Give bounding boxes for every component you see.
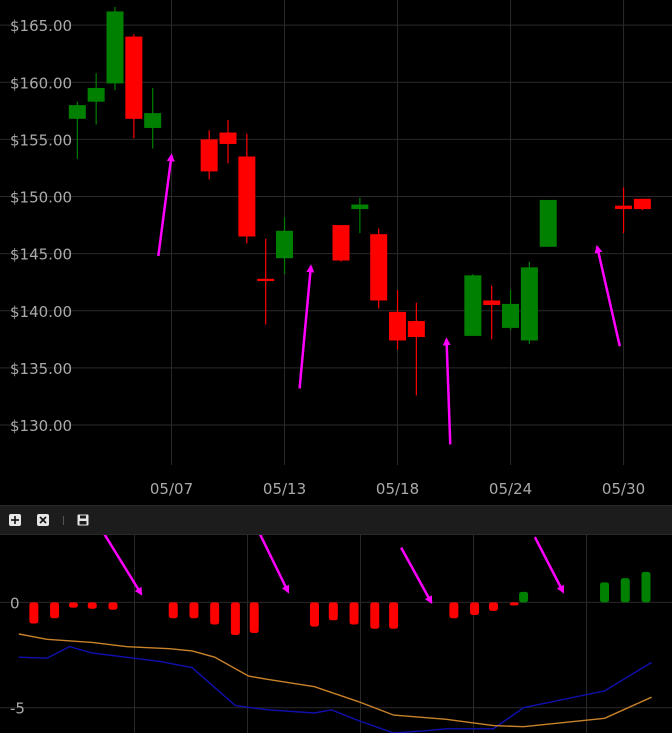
indicator-chart: 0 -5 xyxy=(0,535,672,733)
candle-down xyxy=(200,139,218,172)
annotation-arrow xyxy=(442,337,452,445)
price-tick-label: $165.00 xyxy=(10,17,72,35)
plus-icon xyxy=(11,516,19,524)
histogram-bar-negative xyxy=(29,602,39,624)
histogram-bar-negative xyxy=(230,602,240,636)
annotation-arrow xyxy=(298,264,315,389)
indicator-toolbar xyxy=(0,505,672,535)
price-chart: $165.00 $160.00 $155.00 $150.00 $145.00 $140.… xyxy=(0,0,672,498)
candle-down xyxy=(257,278,275,282)
candle-up xyxy=(87,87,105,102)
price-tick-label: $140.00 xyxy=(10,303,72,321)
indicator-annotation-arrow xyxy=(103,535,143,596)
add-button[interactable] xyxy=(9,514,21,526)
histogram-bar-negative xyxy=(249,602,259,633)
date-tick-label: 05/24 xyxy=(489,480,532,498)
candle-up xyxy=(106,11,124,84)
candle-down xyxy=(370,234,388,301)
histogram-bar-negative xyxy=(370,602,380,629)
indicator-tick-label: -5 xyxy=(10,700,25,718)
histogram-bar-negative xyxy=(449,602,459,619)
save-icon xyxy=(77,514,89,526)
histogram xyxy=(29,571,651,636)
remove-button[interactable] xyxy=(37,514,49,526)
histogram-bar-positive xyxy=(620,578,630,603)
candle-up xyxy=(68,105,86,119)
histogram-bar-negative xyxy=(210,602,220,625)
date-tick-label: 05/13 xyxy=(263,480,306,498)
histogram-bar-positive xyxy=(600,582,610,603)
histogram-bar-negative xyxy=(349,602,359,625)
indicator-annotations xyxy=(103,535,565,605)
date-tick-label: 05/30 xyxy=(602,480,645,498)
price-axis: $165.00 $160.00 $155.00 $150.00 $145.00 $140.… xyxy=(10,17,72,435)
histogram-bar-negative xyxy=(108,602,118,610)
histogram-bar-negative xyxy=(87,602,97,609)
indicator-annotation-arrow xyxy=(533,536,565,594)
histogram-bar-negative xyxy=(328,602,338,621)
candle-up xyxy=(539,199,557,247)
price-tick-label: $160.00 xyxy=(10,74,72,92)
candle-up xyxy=(276,230,294,259)
indicator-line-2 xyxy=(18,633,652,728)
date-tick-label: 05/07 xyxy=(150,480,193,498)
candle-up xyxy=(520,267,538,341)
histogram-bar-negative xyxy=(488,602,498,611)
close-icon xyxy=(39,516,47,524)
candle-up xyxy=(144,113,162,128)
histogram-bar-positive xyxy=(519,591,529,603)
histogram-bar-negative xyxy=(168,602,178,619)
indicator-tick-label: 0 xyxy=(10,594,20,612)
histogram-bar-negative xyxy=(509,602,519,606)
candles xyxy=(68,6,651,396)
price-tick-label: $130.00 xyxy=(10,417,72,435)
save-button[interactable] xyxy=(77,514,89,526)
candle-down xyxy=(219,132,237,144)
candle-down xyxy=(407,321,425,338)
indicator-lines xyxy=(18,633,652,733)
candle-down xyxy=(125,36,143,119)
candle-down xyxy=(483,300,501,306)
indicator-annotation-arrow xyxy=(258,535,290,594)
candle-down xyxy=(633,198,651,210)
candle-down xyxy=(332,225,350,261)
histogram-bar-negative xyxy=(389,602,399,629)
histogram-bar-negative xyxy=(470,602,480,616)
candle-up xyxy=(464,275,482,336)
candle-down xyxy=(238,156,256,237)
date-tick-label: 05/18 xyxy=(376,480,419,498)
indicator-grid xyxy=(0,535,672,733)
histogram-bar-negative xyxy=(50,602,60,619)
candle-down xyxy=(389,311,407,341)
toolbar-divider xyxy=(63,516,64,525)
indicator-annotation-arrow xyxy=(400,547,433,605)
histogram-bar-negative xyxy=(189,602,199,619)
indicator-line-1 xyxy=(18,645,652,733)
candle-down xyxy=(615,205,633,210)
histogram-bar-negative xyxy=(309,602,319,627)
annotations xyxy=(157,153,622,445)
indicator-axis: 0 -5 xyxy=(10,594,25,717)
candle-up xyxy=(351,204,369,210)
annotation-arrow xyxy=(594,244,622,347)
price-tick-label: $135.00 xyxy=(10,360,72,378)
price-tick-label: $150.00 xyxy=(10,189,72,207)
annotation-arrow xyxy=(157,153,175,257)
price-tick-label: $155.00 xyxy=(10,131,72,149)
histogram-bar-positive xyxy=(641,571,651,603)
histogram-bar-negative xyxy=(68,602,78,608)
candle-up xyxy=(502,303,520,328)
price-tick-label: $145.00 xyxy=(10,246,72,264)
date-axis: 05/07 05/13 05/18 05/24 05/30 xyxy=(150,480,645,498)
